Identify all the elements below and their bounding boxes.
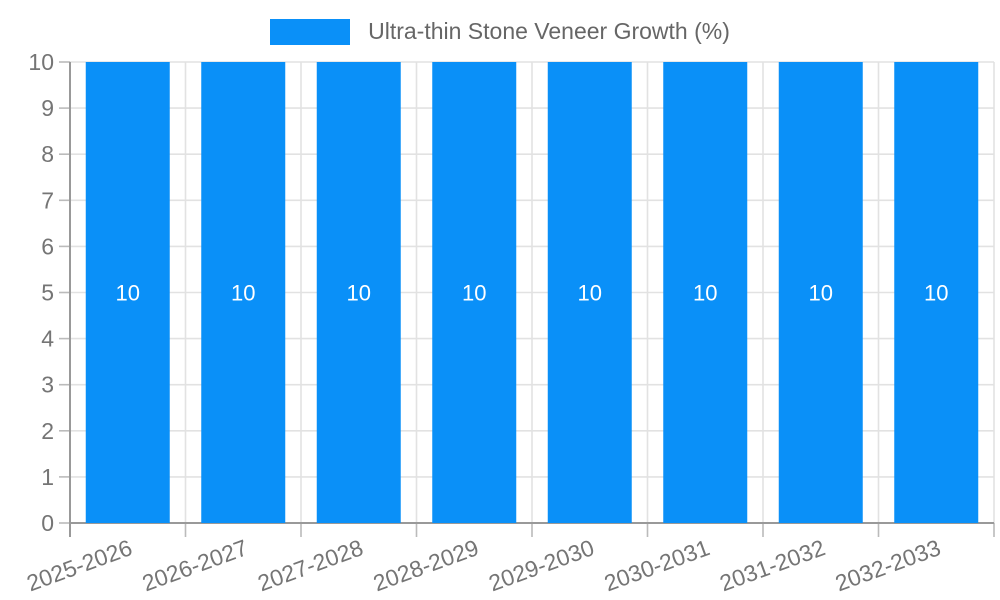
- legend-swatch: [270, 18, 351, 45]
- x-tick-label: 2028-2029: [370, 534, 482, 596]
- y-tick-label: 5: [41, 280, 54, 306]
- x-tick-label: 2029-2030: [485, 534, 597, 596]
- x-tick-label: 2031-2032: [716, 534, 828, 596]
- y-tick-label: 2: [41, 418, 54, 444]
- bar: [201, 62, 286, 523]
- y-tick-label: 10: [28, 49, 54, 75]
- bar: [547, 62, 632, 523]
- x-tick-label: 2025-2026: [23, 534, 135, 596]
- bar-value-label: 10: [924, 281, 948, 306]
- y-tick-label: 3: [41, 372, 54, 398]
- y-tick-label: 8: [41, 141, 54, 167]
- y-tick-label: 7: [41, 187, 54, 213]
- x-tick-label: 2026-2027: [139, 534, 251, 596]
- bar: [663, 62, 748, 523]
- bar-value-label: 10: [693, 281, 717, 306]
- y-tick-label: 0: [41, 510, 54, 536]
- bar: [432, 62, 517, 523]
- legend-label: Ultra-thin Stone Veneer Growth (%): [368, 18, 730, 44]
- bar: [894, 62, 979, 523]
- y-tick-label: 4: [41, 326, 54, 352]
- bar-value-label: 10: [462, 281, 486, 306]
- bar-value-label: 10: [347, 281, 371, 306]
- bar: [778, 62, 863, 523]
- y-tick-label: 1: [41, 464, 54, 490]
- bar: [85, 62, 170, 523]
- bar-value-label: 10: [116, 281, 140, 306]
- x-tick-label: 2030-2031: [601, 534, 713, 596]
- legend: Ultra-thin Stone Veneer Growth (%): [0, 18, 1000, 45]
- x-tick-label: 2027-2028: [254, 534, 366, 596]
- y-tick-label: 9: [41, 95, 54, 121]
- bar-value-label: 10: [231, 281, 255, 306]
- bar-value-label: 10: [809, 281, 833, 306]
- bar-value-label: 10: [578, 281, 602, 306]
- bar: [316, 62, 401, 523]
- y-tick-label: 6: [41, 233, 54, 259]
- x-tick-label: 2032-2033: [832, 534, 944, 596]
